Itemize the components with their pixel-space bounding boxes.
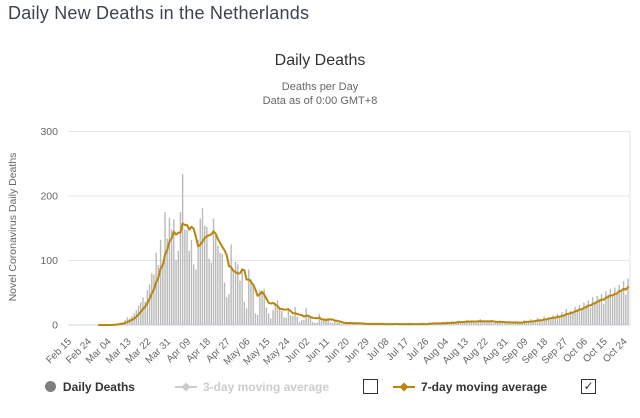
ma7-line [97, 222, 629, 326]
legend-label-3day-ma: 3-day moving average [202, 379, 330, 394]
legend-item-7day-ma[interactable]: 7-day moving average [393, 380, 547, 394]
y-axis-title: Novel Coronavirus Daily Deaths [7, 153, 19, 302]
gridlines-group [68, 131, 631, 326]
chart-title: Daily Deaths [274, 52, 366, 69]
line-diamond-marker-icon-gray [174, 382, 197, 391]
svg-text:300: 300 [40, 126, 58, 138]
ma3-visibility-checkbox[interactable] [363, 379, 379, 394]
line-diamond-marker-icon-gold [393, 382, 416, 391]
page-title: Daily New Deaths in the Netherlands [8, 3, 310, 23]
legend-item-3day-ma[interactable]: 3-day moving average [174, 379, 330, 394]
legend-item-daily-deaths[interactable]: Daily Deaths [44, 380, 135, 394]
daily-deaths-bars-group [111, 174, 629, 326]
svg-text:200: 200 [40, 191, 58, 203]
ma7-visibility-checkbox[interactable]: ✓ [581, 379, 597, 394]
svg-text:100: 100 [40, 255, 58, 267]
legend-label-daily-deaths: Daily Deaths [62, 379, 135, 394]
daily-deaths-chart[interactable]: Novel Coronavirus Daily Deaths 0 100 200 30… [0, 105, 640, 375]
svg-text:0: 0 [52, 320, 58, 332]
y-axis-labels-group: 0 100 200 300 [40, 126, 58, 332]
chart-legend: Daily Deaths 3-day moving average 7-day … [0, 379, 640, 394]
circle-marker-icon [44, 381, 56, 392]
chart-subtitle-line1: Deaths per Day [281, 81, 359, 93]
chart-subtitle-line2: Data as of 0:00 GMT+8 [262, 95, 378, 107]
legend-label-7day-ma: 7-day moving average [421, 379, 548, 394]
